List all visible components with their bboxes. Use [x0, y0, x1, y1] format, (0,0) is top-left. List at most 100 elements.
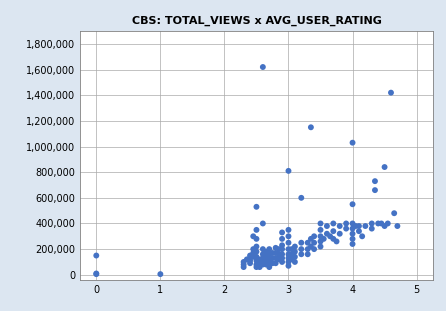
Point — [278, 236, 285, 241]
Point — [310, 247, 318, 252]
Point — [259, 64, 266, 69]
Point — [250, 250, 257, 255]
Point — [349, 221, 356, 226]
Point — [352, 224, 359, 229]
Point — [247, 261, 254, 266]
Point — [256, 265, 263, 270]
Point — [240, 265, 247, 270]
Point — [288, 252, 295, 257]
Point — [349, 236, 356, 241]
Point — [93, 272, 100, 276]
Point — [266, 265, 273, 270]
Point — [285, 259, 292, 264]
Point — [391, 211, 398, 216]
Point — [285, 227, 292, 232]
Point — [263, 258, 270, 263]
Point — [243, 257, 250, 262]
Point — [349, 231, 356, 236]
Point — [291, 259, 298, 264]
Point — [372, 179, 379, 183]
Point — [310, 234, 318, 239]
Point — [269, 256, 276, 261]
Point — [285, 252, 292, 257]
Point — [259, 247, 266, 252]
Point — [259, 252, 266, 257]
Point — [253, 265, 260, 270]
Point — [253, 227, 260, 232]
Point — [240, 259, 247, 264]
Point — [272, 256, 279, 261]
Point — [394, 224, 401, 229]
Point — [323, 224, 330, 229]
Point — [317, 244, 324, 249]
Point — [247, 258, 254, 263]
Point — [253, 236, 260, 241]
Point — [291, 244, 298, 249]
Point — [368, 221, 376, 226]
Point — [93, 271, 100, 276]
Point — [378, 221, 385, 226]
Point — [253, 204, 260, 209]
Point — [349, 242, 356, 247]
Point — [304, 247, 311, 252]
Point — [272, 261, 279, 266]
Point — [298, 240, 305, 245]
Point — [330, 236, 337, 241]
Point — [240, 262, 247, 267]
Point — [253, 244, 260, 249]
Point — [298, 252, 305, 257]
Point — [298, 247, 305, 252]
Point — [93, 253, 100, 258]
Point — [247, 256, 254, 261]
Point — [307, 125, 314, 130]
Point — [310, 240, 318, 245]
Point — [375, 221, 382, 226]
Point — [278, 256, 285, 261]
Point — [250, 247, 257, 252]
Point — [336, 231, 343, 236]
Point — [263, 254, 270, 259]
Point — [285, 256, 292, 261]
Point — [259, 221, 266, 226]
Point — [259, 256, 266, 261]
Point — [285, 168, 292, 173]
Point — [275, 252, 282, 257]
Point — [288, 247, 295, 252]
Point — [362, 224, 369, 229]
Point — [278, 243, 285, 248]
Point — [317, 239, 324, 244]
Point — [307, 236, 314, 241]
Point — [349, 140, 356, 145]
Point — [285, 263, 292, 268]
Point — [336, 224, 343, 229]
Point — [285, 234, 292, 239]
Point — [272, 245, 279, 250]
Point — [285, 240, 292, 245]
Point — [381, 165, 388, 169]
Point — [259, 259, 266, 264]
Point — [269, 261, 276, 266]
Point — [253, 249, 260, 254]
Point — [320, 236, 327, 241]
Point — [266, 261, 273, 266]
Point — [291, 254, 298, 259]
Point — [275, 247, 282, 252]
Point — [304, 252, 311, 257]
Point — [317, 221, 324, 226]
Point — [349, 226, 356, 231]
Point — [343, 221, 350, 226]
Point — [298, 195, 305, 200]
Point — [372, 188, 379, 193]
Point — [250, 254, 257, 259]
Point — [250, 234, 257, 239]
Point — [317, 234, 324, 239]
Title: CBS: TOTAL_VIEWS x AVG_USER_RATING: CBS: TOTAL_VIEWS x AVG_USER_RATING — [132, 16, 381, 26]
Point — [307, 244, 314, 249]
Point — [278, 247, 285, 252]
Point — [333, 239, 340, 244]
Point — [343, 226, 350, 231]
Point — [381, 224, 388, 229]
Point — [266, 247, 273, 252]
Point — [272, 250, 279, 255]
Point — [263, 249, 270, 254]
